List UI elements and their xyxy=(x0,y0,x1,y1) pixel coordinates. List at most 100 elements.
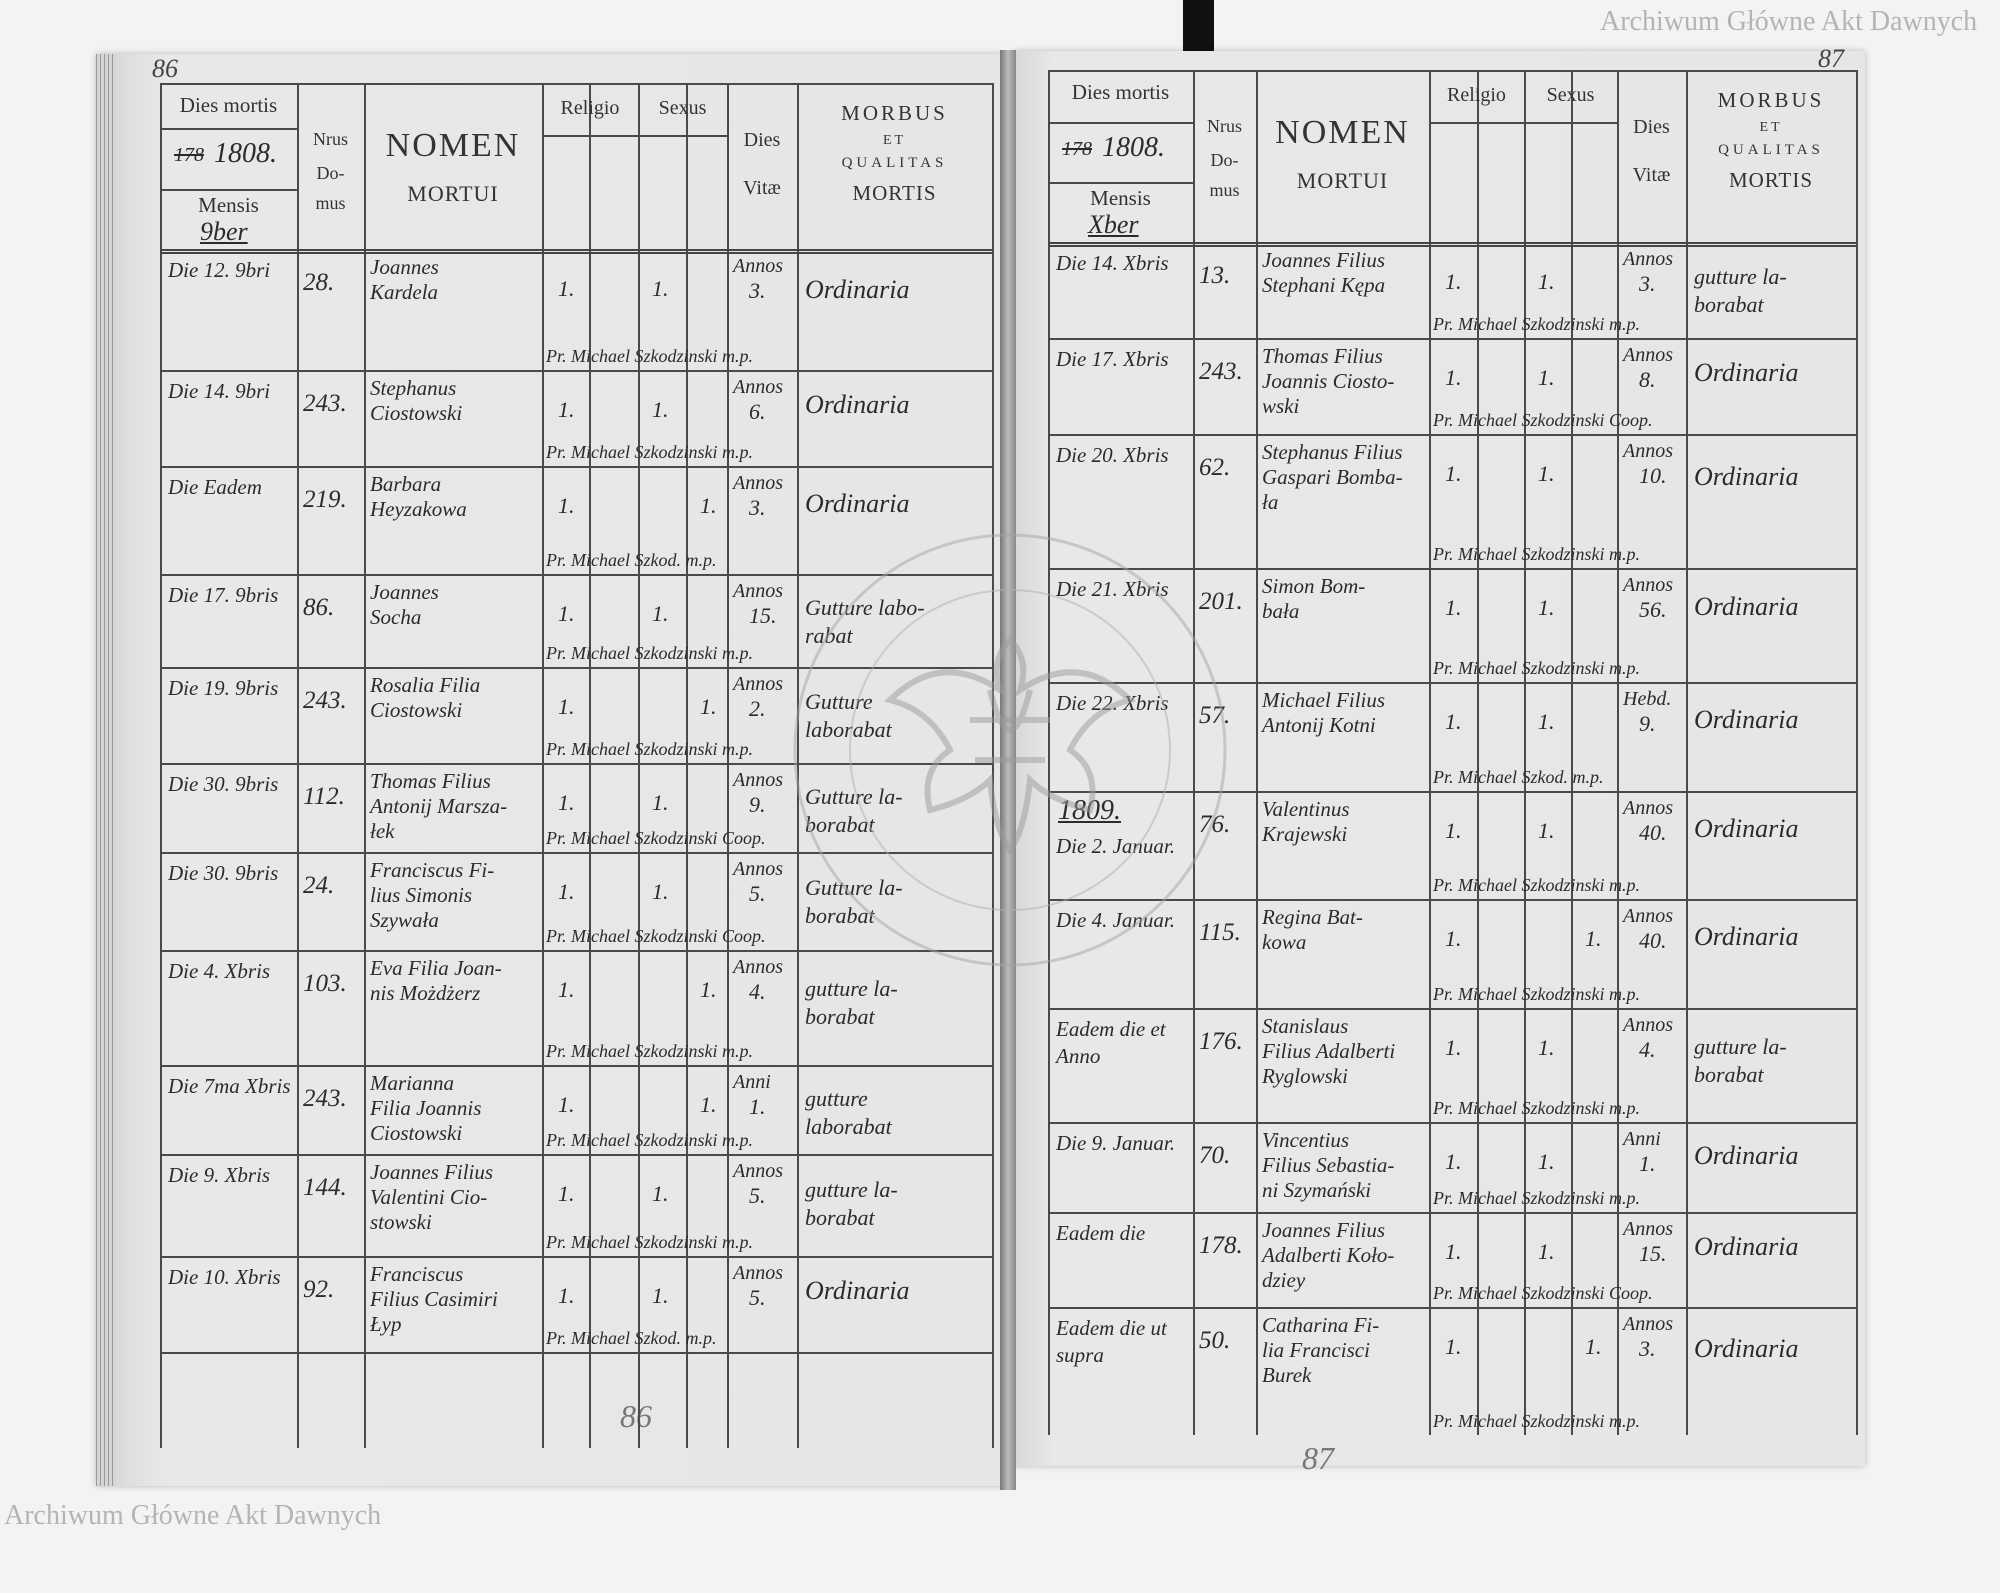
entry-house-number: 50. xyxy=(1199,1327,1231,1354)
page-edge-stack xyxy=(96,54,116,1486)
header-nomen: NOMEN xyxy=(1275,114,1410,151)
entry-house-number: 103. xyxy=(303,970,347,997)
entry-house-number: 115. xyxy=(1199,919,1241,946)
entry-age-unit: Annos xyxy=(733,1262,783,1284)
entry-foemina-mark: 1. xyxy=(1585,1334,1602,1359)
entry-priest-signature: Pr. Michael Szkodzinski m.p. xyxy=(1433,314,1640,334)
date-header-rule xyxy=(1048,122,1193,124)
entry-house-number: 201. xyxy=(1199,588,1243,615)
entry-priest-signature: Pr. Michael Szkodzinski m.p. xyxy=(1433,658,1640,678)
entry-priest-signature: Pr. Michael Szkodzinski m.p. xyxy=(1433,544,1640,564)
stamp-ring xyxy=(793,533,1227,967)
entry-mas-mark: 1. xyxy=(1538,709,1555,734)
row-rule xyxy=(1048,568,1856,570)
entry-age-value: 15. xyxy=(749,603,777,628)
entry-name-line: Thomas Filius xyxy=(370,769,491,793)
entry-catholica-mark: 1. xyxy=(1445,818,1462,843)
entry-date: Die 7ma Xbris xyxy=(168,1074,291,1098)
column-rule xyxy=(364,83,366,1448)
entry-date: Die 14. 9bri xyxy=(168,379,271,403)
entry-priest-signature: Pr. Michael Szkodzinski m.p. xyxy=(546,1232,753,1252)
entry-catholica-mark: 1. xyxy=(1445,595,1462,620)
entry-house-number: 24. xyxy=(303,872,335,899)
header-dies: Dies xyxy=(1633,116,1670,138)
entry-cause-of-death: Ordinaria xyxy=(805,1276,910,1305)
entry-cause-of-death: Ordinaria xyxy=(805,489,910,518)
entry-age-unit: Annos xyxy=(1623,905,1673,927)
entry-cause-of-death: Gutture labo- xyxy=(805,595,925,620)
header-religio: Religio xyxy=(560,97,620,119)
entry-date: Eadem die ut supra xyxy=(1056,1316,1167,1367)
footer-number-right: 87 xyxy=(1302,1440,1334,1476)
table-top-rule xyxy=(1048,70,1856,72)
entry-catholica-mark: 1. xyxy=(1445,1035,1462,1060)
entry-age-unit: Hebd. xyxy=(1623,688,1672,710)
entry-name-line: ła xyxy=(1262,490,1279,514)
header-domus: mus xyxy=(315,193,346,213)
entry-catholica-mark: 1. xyxy=(558,694,575,719)
entry-age-unit: Annos xyxy=(733,956,783,978)
entry-house-number: 92. xyxy=(303,1276,335,1303)
entry-cause-of-death: laborabat xyxy=(805,717,892,742)
entry-mas-mark: 1. xyxy=(1538,1035,1555,1060)
entry-house-number: 144. xyxy=(303,1174,347,1201)
stamp-inner-ring xyxy=(849,589,1171,911)
entry-date: Die 10. Xbris xyxy=(168,1265,281,1289)
entry-name-line: ni Szymański xyxy=(1262,1178,1372,1202)
entry-age-unit: Annos xyxy=(733,858,783,880)
date-header-rule xyxy=(160,128,297,130)
entry-mas-mark: 1. xyxy=(652,276,669,301)
entry-name-line: bała xyxy=(1262,599,1300,623)
entry-name-line: Krajewski xyxy=(1262,822,1348,846)
header-mensis: Mensis xyxy=(198,193,259,217)
column-rule xyxy=(797,83,799,1448)
entry-date: Die 2. Januar. xyxy=(1056,834,1175,858)
entry-mas-mark: 1. xyxy=(652,1181,669,1206)
entry-mas-mark: 1. xyxy=(1538,595,1555,620)
entry-priest-signature: Pr. Michael Szkod. m.p. xyxy=(546,1328,717,1348)
header-year: 1808. xyxy=(1102,132,1165,163)
entry-name-line: Stanislaus xyxy=(1262,1014,1349,1038)
header-qualitas: QUALITAS xyxy=(1718,142,1824,158)
entry-priest-signature: Pr. Michael Szkod. m.p. xyxy=(1433,767,1604,787)
entry-mas-mark: 1. xyxy=(652,397,669,422)
entry-mas-mark: 1. xyxy=(652,879,669,904)
entry-date: Die 22. Xbris xyxy=(1056,691,1169,715)
entry-mas-mark: 1. xyxy=(1538,461,1555,486)
entry-date: Die 17. Xbris xyxy=(1056,347,1169,371)
entry-cause-of-death: laborabat xyxy=(805,1114,892,1139)
religio-sexus-rule xyxy=(542,135,727,137)
row-rule xyxy=(1048,338,1856,340)
entry-name-line: Rosalia Filia xyxy=(370,673,481,697)
entry-catholica-mark: 1. xyxy=(558,397,575,422)
entry-date: Die 12. 9bri xyxy=(168,258,271,282)
entry-cause-of-death: borabat xyxy=(1694,1062,1764,1087)
entry-catholica-mark: 1. xyxy=(1445,1239,1462,1264)
row-rule xyxy=(160,667,992,669)
entry-age-value: 9. xyxy=(749,792,766,817)
entry-cause-of-death: gutture la- xyxy=(805,976,898,1001)
date-header-rule xyxy=(160,189,297,191)
entry-priest-signature: Pr. Michael Szkodzinski m.p. xyxy=(546,739,753,759)
entry-priest-signature: Pr. Michael Szkodzinski m.p. xyxy=(1433,1188,1640,1208)
column-rule xyxy=(297,83,299,1448)
column-rule xyxy=(160,83,162,1448)
entry-priest-signature: Pr. Michael Szkodzinski Coop. xyxy=(546,926,766,946)
entry-house-number: 112. xyxy=(303,783,345,810)
entry-house-number: 243. xyxy=(303,390,347,417)
page-number-left: 86 xyxy=(152,54,178,83)
column-rule xyxy=(1256,70,1258,1435)
column-rule xyxy=(638,83,640,1448)
row-rule xyxy=(1048,1122,1856,1124)
entry-priest-signature: Pr. Michael Szkodzinski m.p. xyxy=(1433,1098,1640,1118)
entry-name-line: Joannes Filius xyxy=(1262,1218,1386,1242)
row-rule xyxy=(1048,899,1856,901)
entry-priest-signature: Pr. Michael Szkodzinski m.p. xyxy=(1433,875,1640,895)
column-rule xyxy=(1617,70,1619,1435)
watermark-text-right: Archiwum Główne Akt Dawnych xyxy=(1600,6,1978,37)
entry-age-unit: Annos xyxy=(1623,797,1673,819)
entry-cause-of-death: Ordinaria xyxy=(1694,814,1799,843)
entry-cause-of-death: Ordinaria xyxy=(1694,462,1799,491)
header-mortis: MORTIS xyxy=(1728,168,1814,192)
column-rule xyxy=(727,83,729,1448)
